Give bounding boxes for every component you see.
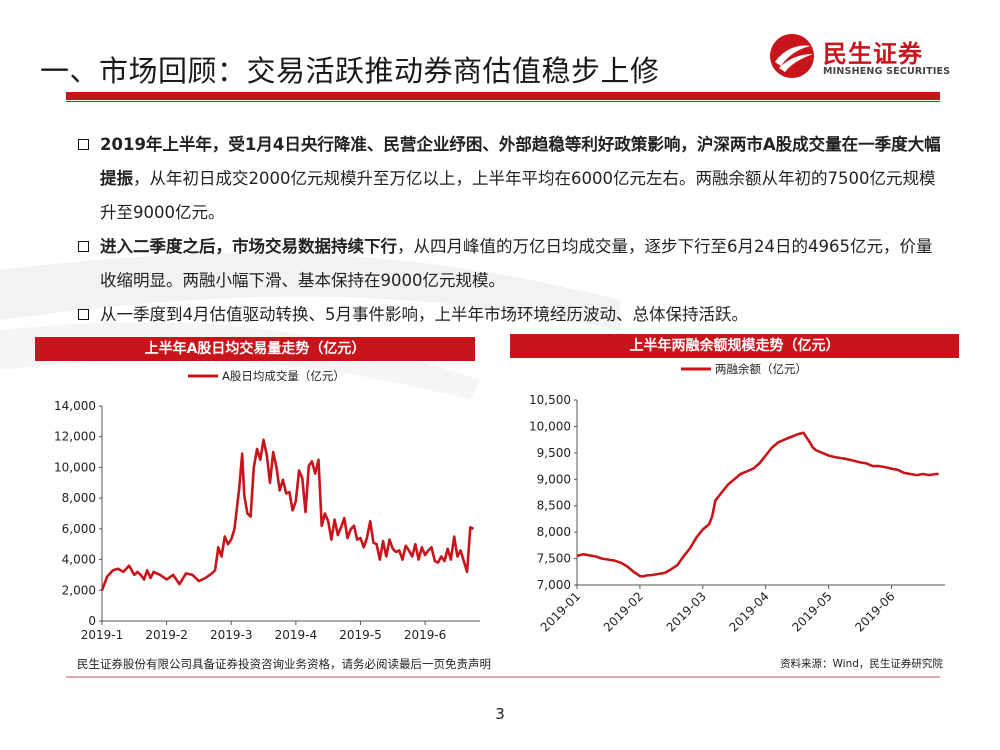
legend: A股日均成交量（亿元） (188, 369, 345, 383)
y-tick-label: 4,000 (62, 553, 96, 567)
bullet-3-text: 从一季度到4月估值驱动转换、5月事件影响，上半年市场环境经历波动、总体保持活跃。 (100, 305, 748, 324)
y-tick-label: 10,000 (529, 419, 571, 433)
title-thin-line (66, 101, 940, 102)
x-tick-label: 2019-4 (275, 628, 318, 642)
company-logo: 民生证券 MINSHENG SECURITIES (767, 32, 957, 82)
footer-source: 资料来源：Wind，民生证券研究院 (780, 658, 943, 670)
y-tick-label: 8,500 (537, 499, 571, 513)
x-tick-label: 2019-1 (81, 628, 124, 642)
page-number: 3 (495, 705, 505, 723)
y-tick-label: 12,000 (54, 430, 96, 444)
logo-text-cn: 民生证券 (823, 40, 923, 68)
bullet-1-bold: 2019年上半年，受1月4日央行降准、民营企业纾困、外部趋稳等利好政策影响，沪深… (100, 135, 941, 188)
x-tick-label: 2019-05 (789, 589, 834, 634)
logo-text-en: MINSHENG SECURITIES (823, 66, 951, 77)
bullet-item-2: 进入二季度之后，市场交易数据持续下行，从四月峰值的万亿日均成交量，逐步下行至6月… (78, 230, 948, 298)
series-line (576, 431, 939, 578)
y-tick-label: 7,500 (537, 552, 571, 566)
bullet-square-icon (78, 139, 89, 150)
series-line (100, 438, 475, 591)
x-tick-label: 2019-01 (538, 589, 583, 634)
x-tick-label: 2019-5 (339, 628, 382, 642)
page-title: 一、市场回顾：交易活跃推动券商估值稳步上修 (40, 54, 660, 88)
y-tick-label: 2,000 (62, 583, 96, 597)
bullet-item-1: 2019年上半年，受1月4日央行降准、民营企业纾困、外部趋稳等利好政策影响，沪深… (78, 128, 948, 230)
x-tick-label: 2019-2 (145, 628, 188, 642)
y-tick-label: 7,000 (537, 578, 571, 592)
chart-1-title: 上半年A股日均交易量走势（亿元） (35, 337, 475, 361)
y-tick-label: 14,000 (54, 399, 96, 413)
footer-divider (66, 676, 940, 678)
y-tick-label: 8,000 (62, 491, 96, 505)
bullet-square-icon (78, 241, 89, 252)
legend-label: 两融余额（亿元） (715, 362, 807, 376)
bullet-2-bold: 进入二季度之后，市场交易数据持续下行 (100, 237, 397, 256)
legend-label: A股日均成交量（亿元） (222, 369, 345, 383)
bullet-square-icon (78, 309, 89, 320)
bullet-list: 2019年上半年，受1月4日央行降准、民营企业纾困、外部趋稳等利好政策影响，沪深… (78, 128, 948, 332)
x-tick-label: 2019-03 (664, 589, 709, 634)
chart-2-title: 上半年两融余额规模走势（亿元） (510, 334, 959, 358)
y-tick-label: 9,500 (537, 446, 571, 460)
x-tick-label: 2019-04 (726, 589, 771, 634)
title-underline (66, 92, 940, 100)
chart-margin-balance: 两融余额（亿元） 7,000 7,500 8,000 8,500 9,000 9,500 10… (529, 362, 945, 635)
y-tick-label: 0 (88, 614, 96, 628)
footer-disclaimer: 民生证券股份有限公司具备证券投资咨询业务资格，请务必阅读最后一页免责声明 (77, 657, 491, 671)
y-tick-label: 8,000 (537, 525, 571, 539)
x-tick-label: 2019-3 (210, 628, 253, 642)
bullet-2-text: ，从四月峰值的万亿日均成交量，逐步下行至6月24日的4965亿元，价量收缩明显。… (100, 237, 933, 290)
y-tick-label: 10,000 (54, 460, 96, 474)
x-tick-label: 2019-06 (852, 589, 897, 634)
bullet-item-3: 从一季度到4月估值驱动转换、5月事件影响，上半年市场环境经历波动、总体保持活跃。 (78, 298, 948, 332)
chart-a-share-volume: A股日均成交量（亿元） 0 2,000 4,000 6,000 8,000 10,000 12… (54, 369, 480, 642)
y-tick-label: 10,500 (529, 393, 571, 407)
logo-mark-icon (770, 34, 814, 78)
x-tick-label: 2019-6 (404, 628, 447, 642)
x-tick-label: 2019-02 (601, 589, 646, 634)
y-tick-label: 9,000 (537, 472, 571, 486)
legend: 两融余额（亿元） (681, 362, 807, 376)
bullet-1-text: ，从年初日成交2000亿元规模升至万亿以上，上半年平均在6000亿元左右。两融余… (100, 169, 936, 222)
y-tick-label: 6,000 (62, 522, 96, 536)
